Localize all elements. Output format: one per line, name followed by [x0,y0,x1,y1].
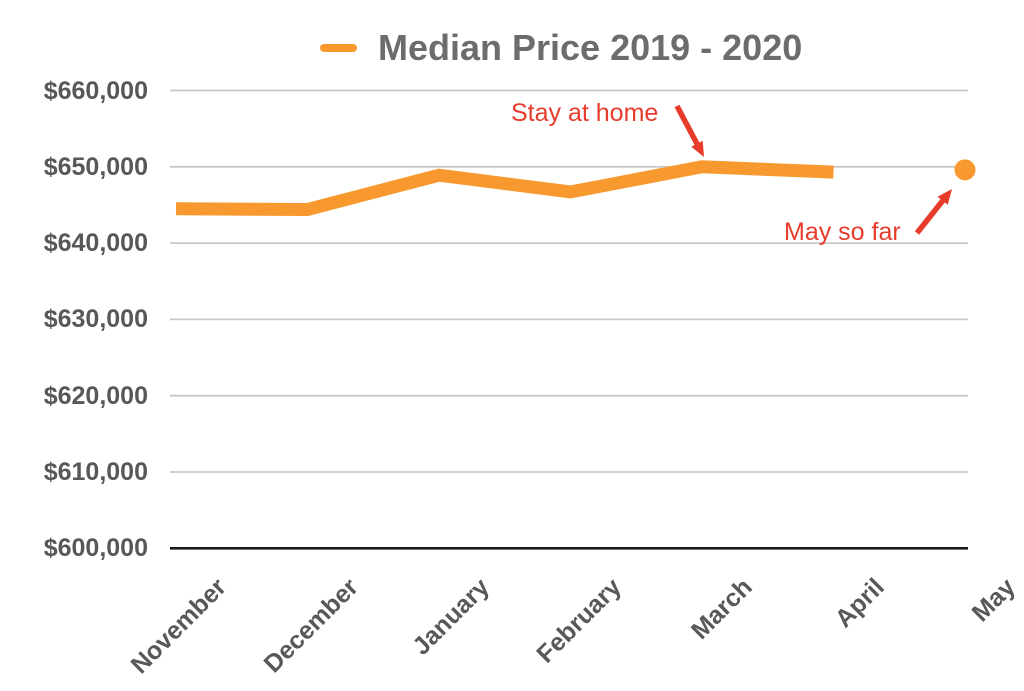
may-so-far-arrow-shaft [914,196,947,235]
chart-title: Median Price 2019 - 2020 [378,27,803,68]
y-tick-label: $610,000 [43,458,148,486]
y-tick-label: $640,000 [43,229,148,258]
may-data-point [954,159,976,181]
y-tick-label: $600,000 [43,534,148,563]
median-price-line [175,160,834,217]
annotation-stay-at-home: Stay at home [511,99,659,127]
stay-at-home-arrow-head [691,140,704,157]
y-tick-label: $620,000 [43,381,148,410]
chart-header: Median Price 2019 - 2020 [320,29,802,67]
annotation-may-so-far: May so far [784,218,901,246]
y-tick-label: $660,000 [43,76,148,105]
legend-line-swatch [320,44,357,52]
stay-at-home-arrow-shaft [674,104,701,148]
may-so-far-arrow-head [937,189,952,205]
y-tick-label: $650,000 [43,152,148,181]
y-tick-label: $630,000 [43,305,148,334]
